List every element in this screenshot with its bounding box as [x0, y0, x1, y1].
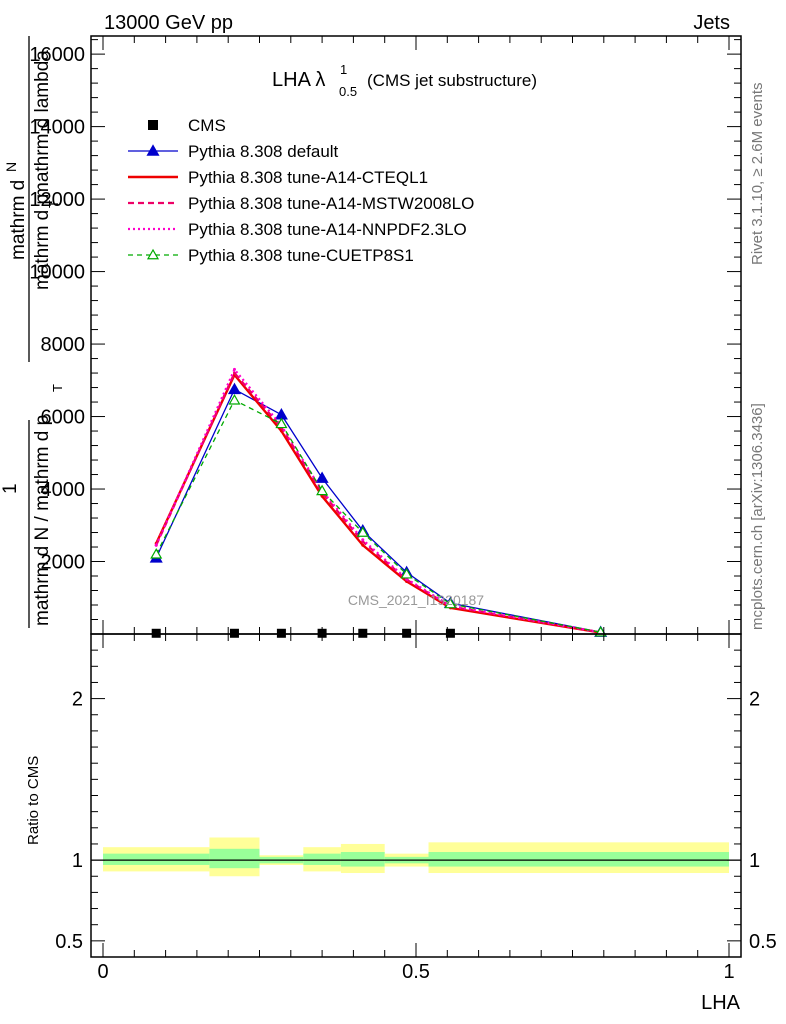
legend-label-cuetp8s1: Pythia 8.308 tune-CUETP8S1 [188, 246, 414, 265]
ratio-ytick-label-left: 1 [72, 850, 83, 872]
top-ytick-label: 10000 [29, 262, 85, 284]
series-point-cuetp8s1 [444, 597, 457, 609]
ratio-ytick-label-right: 1 [749, 850, 760, 872]
header-right: Jets [693, 12, 730, 34]
side-label-rivet: Rivet 3.1.10, ≥ 2.6M events [749, 83, 766, 266]
ratio-band-layer [103, 837, 729, 877]
ratio-band-inner-1 [209, 848, 260, 869]
series-point-default [274, 408, 288, 420]
ratio-panel-frame [90, 633, 742, 958]
legend-entry-mstw: Pythia 8.308 tune-A14-MSTW2008LO [128, 194, 474, 213]
ratio-ytick-label-right: 0.5 [749, 931, 777, 953]
ylabel-denominator: mathrm d N / mathrm d p [32, 415, 53, 626]
xtick-label: 0 [97, 961, 108, 983]
series-point-cuetp8s1 [400, 567, 413, 579]
series-point-mstw [232, 371, 236, 375]
plot-title-superscript: 1 [340, 62, 347, 77]
series-point-cteql1 [320, 494, 324, 498]
series-point-cuetp8s1 [356, 526, 369, 537]
ylabel-numerator-dpt: mathrm d p [32, 194, 53, 290]
top-y-axis-title: mathrm d N mathrm d p T mathrm d lambda … [0, 36, 65, 628]
top-ytick-label: 4000 [41, 479, 86, 501]
xtick-label: 0.5 [402, 961, 430, 983]
series-line-mstw [155, 371, 601, 634]
ratio-ytick-label-left: 2 [72, 689, 83, 711]
plot-title-subscript: 0.5 [339, 84, 357, 99]
series-point-cuetp8s1 [316, 484, 329, 496]
plot-title-suffix: (CMS jet substructure) [367, 71, 537, 90]
series-point-nnpdf [154, 543, 158, 547]
legend-label-cms: CMS [188, 116, 226, 135]
top-ytick-label: 6000 [41, 407, 86, 429]
series-point-cuetp8s1 [228, 394, 241, 405]
legend-marker-cuetp8s1 [146, 248, 160, 260]
legend-entry-default: Pythia 8.308 default [128, 142, 339, 161]
plot-title-main: LHA λ [272, 69, 325, 91]
legend-marker-cms [148, 120, 158, 130]
series-point-default [315, 471, 329, 483]
analysis-watermark: CMS_2021_I1920187 [348, 592, 484, 608]
ratio-y-axis-ticks: 0.5 0.5 1 1 2 2 [55, 649, 777, 953]
top-ytick-label: 2000 [41, 552, 86, 574]
ratio-ytick-label-right: 2 [749, 689, 760, 711]
series-line-default [155, 388, 601, 633]
series-point-nnpdf [232, 367, 236, 371]
ratio-band-inner-0 [103, 853, 210, 865]
top-ytick-label: 16000 [29, 44, 85, 66]
plot-title: LHA λ 1 0.5 (CMS jet substructure) [272, 62, 537, 99]
ylabel-numerator-n: N [3, 162, 19, 172]
series-point-default [227, 382, 241, 395]
series-point-cteql1 [361, 543, 365, 547]
series-point-cuetp8s1 [275, 417, 288, 429]
ylabel-numerator-d: mathrm d [8, 180, 29, 260]
header-left: 13000 GeV pp [104, 12, 233, 34]
x-axis-title: LHA [701, 992, 741, 1014]
xtick-label: 1 [723, 961, 734, 983]
series-line-cteql1 [155, 372, 601, 634]
legend-entry-nnpdf: Pythia 8.308 tune-A14-NNPDF2.3LO [128, 220, 467, 239]
ylabel-one: 1 [0, 483, 21, 494]
top-ytick-label: 12000 [29, 189, 85, 211]
ratio-band-inner-3 [303, 853, 341, 865]
ratio-ytick-label-left: 0.5 [55, 931, 83, 953]
top-ytick-label: 14000 [29, 117, 85, 139]
side-label-mcplots: mcplots.cern.ch [arXiv:1306.3436] [749, 403, 766, 630]
legend-label-cteql1: Pythia 8.308 tune-A14-CTEQL1 [188, 168, 428, 187]
x-axis-ticks: 0 0.5 1 [97, 36, 735, 983]
ylabel-numerator-pt-sub: T [46, 200, 61, 208]
legend-entry-cms: CMS [148, 116, 226, 135]
series-point-cuetp8s1 [150, 548, 163, 559]
legend-entry-cteql1: Pythia 8.308 tune-A14-CTEQL1 [128, 168, 428, 187]
series-line-cuetp8s1 [155, 399, 601, 633]
top-y-axis-ticks: 2000 4000 6000 8000 10000 12000 14000 16000 [29, 39, 741, 635]
legend-label-default: Pythia 8.308 default [188, 142, 339, 161]
top-ytick-label: 8000 [41, 334, 86, 356]
ratio-y-axis-title: Ratio to CMS [25, 756, 42, 845]
legend-label-nnpdf: Pythia 8.308 tune-A14-NNPDF2.3LO [188, 220, 467, 239]
ylabel-numerator-dlambda: mathrm d lambda [32, 50, 53, 198]
ratio-band-inner-6 [428, 852, 729, 867]
legend-marker-default [146, 144, 160, 156]
series-point-nnpdf [361, 538, 365, 542]
legend-label-mstw: Pythia 8.308 tune-A14-MSTW2008LO [188, 194, 474, 213]
legend-entry-cuetp8s1: Pythia 8.308 tune-CUETP8S1 [128, 246, 414, 265]
top-series-layer [149, 367, 608, 637]
legend: CMS Pythia 8.308 default Pythia 8.308 tune… [128, 116, 474, 265]
ylabel-denominator-sub: T [50, 384, 65, 392]
ratio-band-inner-4 [340, 852, 385, 867]
